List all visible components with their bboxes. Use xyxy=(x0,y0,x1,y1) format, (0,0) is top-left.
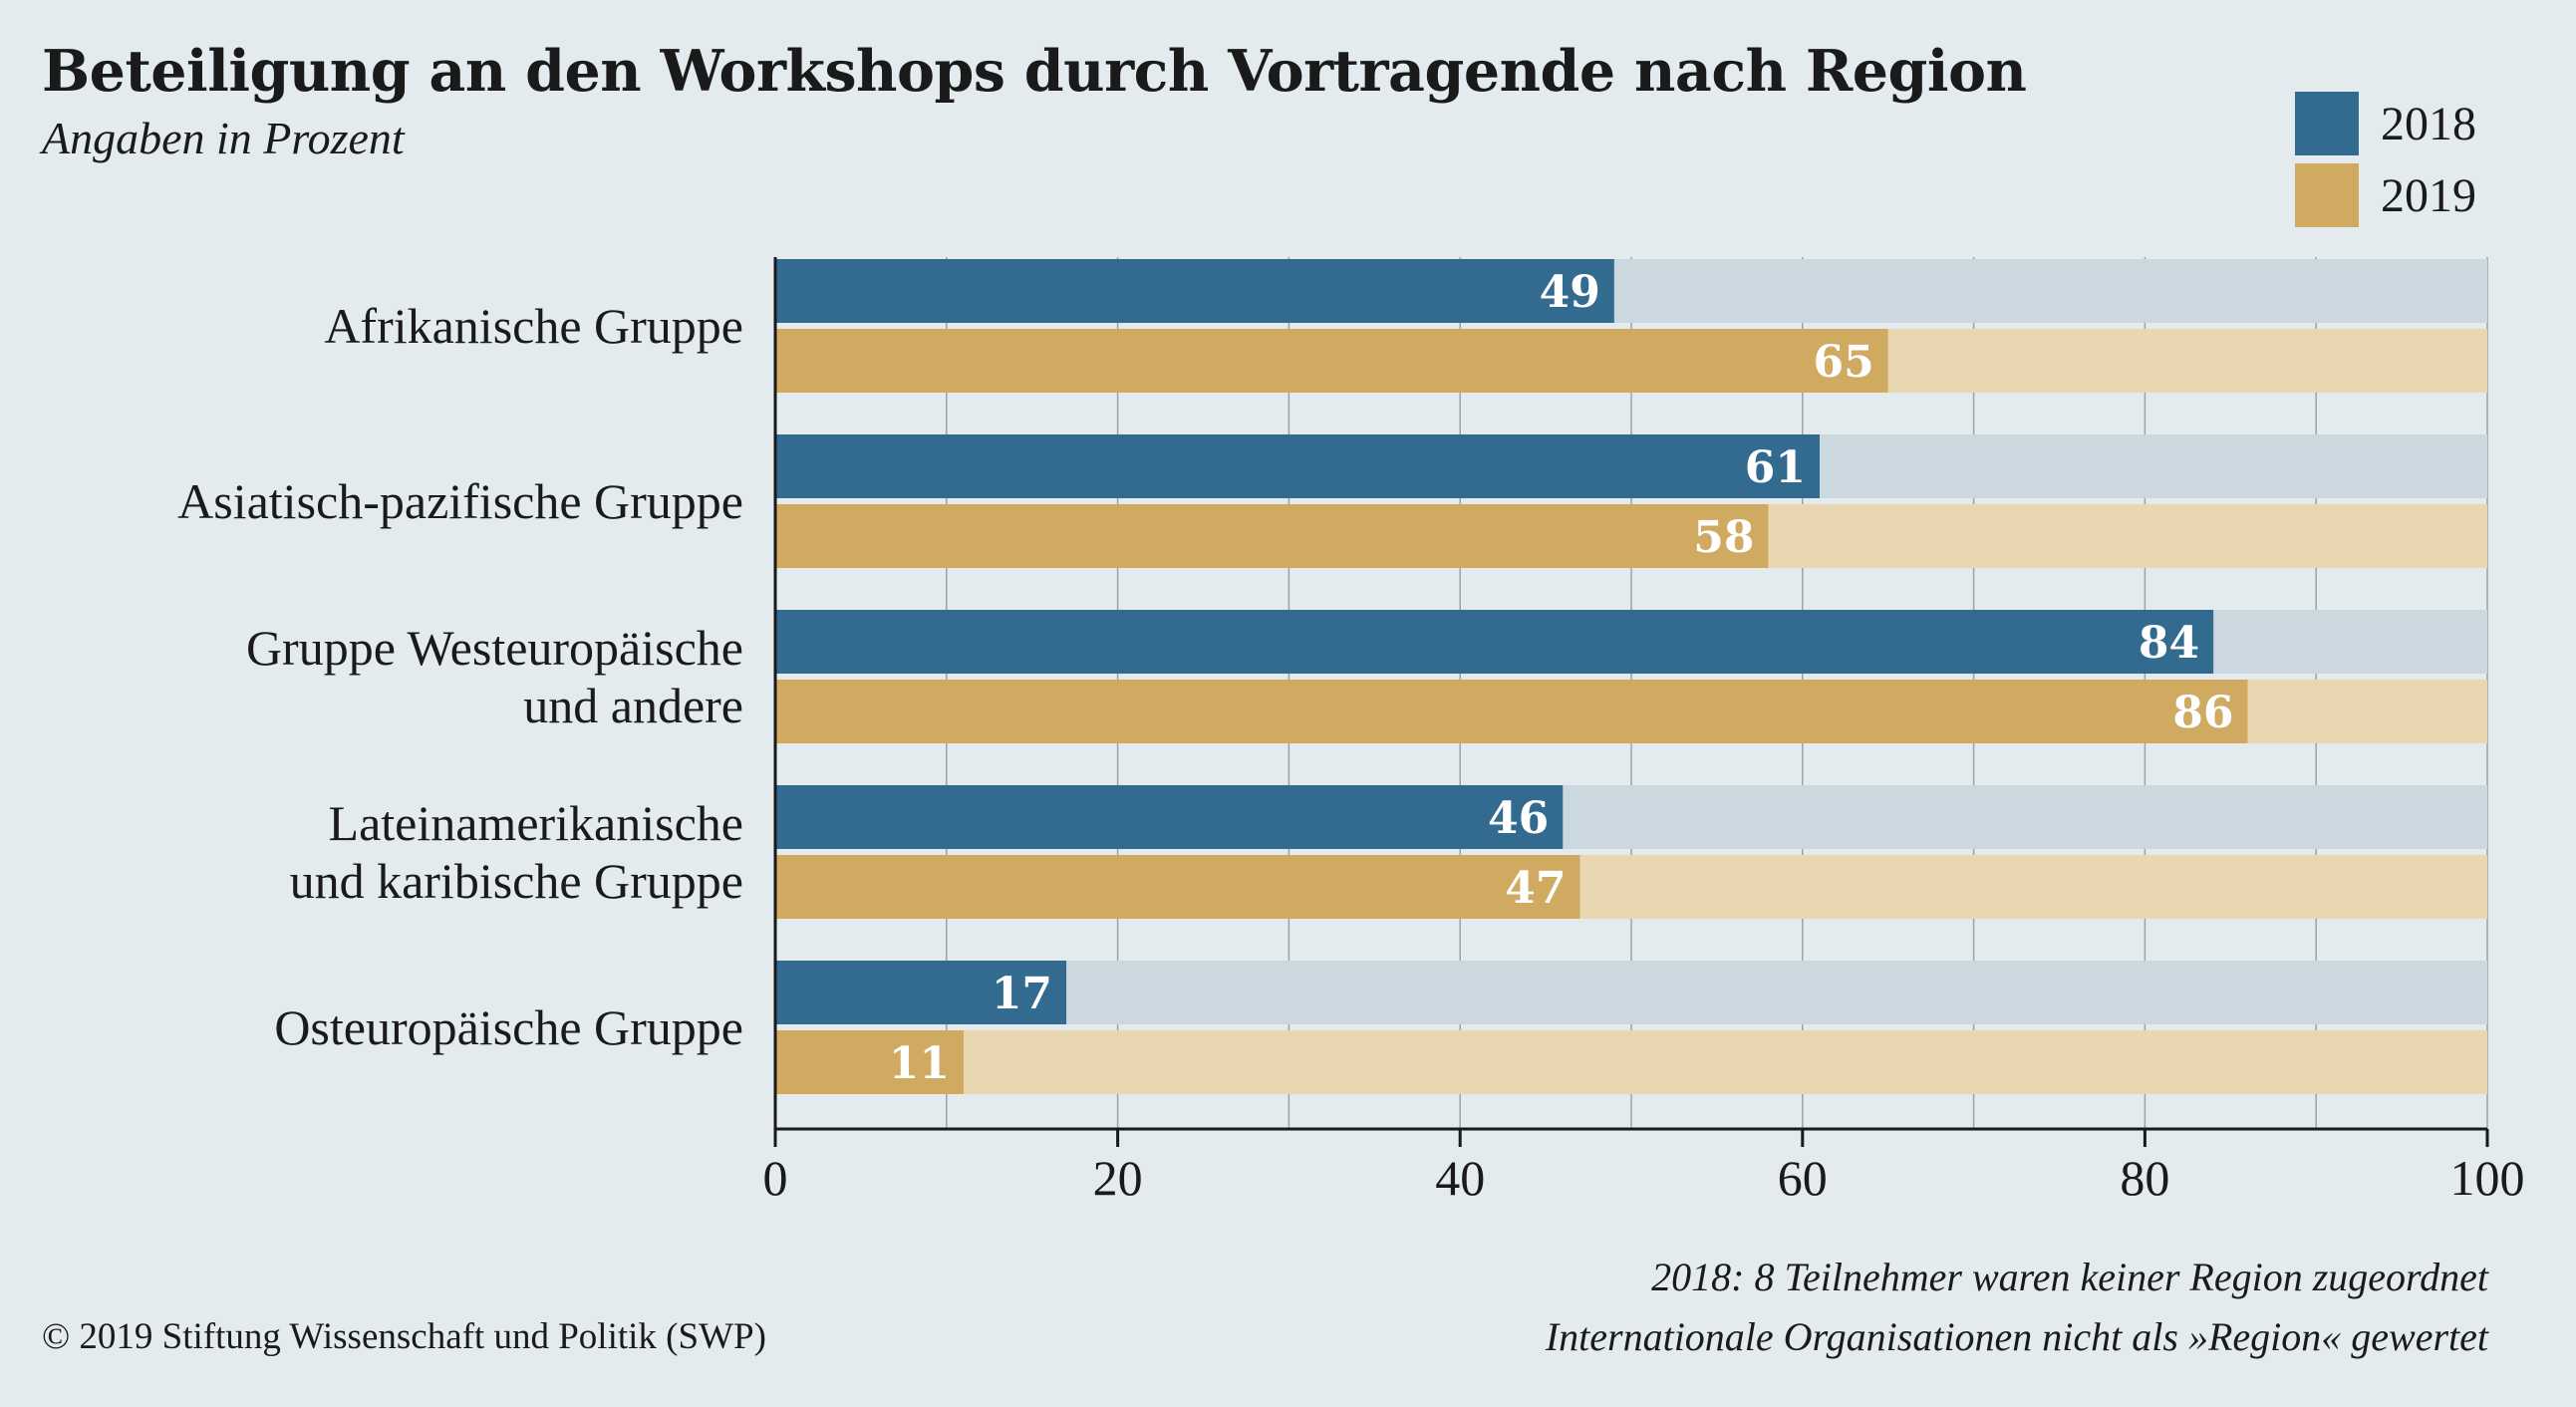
category-label: Asiatisch-pazifische Gruppe xyxy=(177,473,743,529)
bar-2019 xyxy=(775,504,1769,568)
data-label-2018: 46 xyxy=(1488,793,1549,844)
legend-label-2018: 2018 xyxy=(2381,97,2476,150)
chart-subtitle: Angaben in Prozent xyxy=(42,113,405,163)
x-tick-label: 100 xyxy=(2450,1150,2525,1206)
legend-label-2019: 2019 xyxy=(2381,168,2476,222)
x-tick-label: 60 xyxy=(1778,1150,1828,1206)
chart-title: Beteiligung an den Workshops durch Vortr… xyxy=(42,38,2027,105)
x-tick-label: 80 xyxy=(2120,1150,2169,1206)
x-tick-label: 0 xyxy=(763,1150,788,1206)
bar-2018 xyxy=(775,785,1564,849)
bar-2018 xyxy=(775,610,2214,674)
bar-2019 xyxy=(775,329,1888,393)
copyright: © 2019 Stiftung Wissenschaft und Politik… xyxy=(42,1316,766,1357)
data-label-2019: 47 xyxy=(1505,863,1566,914)
footnote-organisations: Internationale Organisationen nicht als … xyxy=(1545,1314,2488,1359)
category-label: Osteuropäische Gruppe xyxy=(274,999,743,1055)
legend-item-2019: 2019 xyxy=(2295,163,2476,227)
footnote-unassigned: 2018: 8 Teilnehmer waren keiner Region z… xyxy=(1651,1255,2488,1299)
data-label-2018: 49 xyxy=(1540,267,1600,318)
bar-2018 xyxy=(775,961,1067,1024)
data-label-2019: 86 xyxy=(2172,688,2233,738)
data-label-2019: 11 xyxy=(889,1038,950,1089)
x-tick-label: 40 xyxy=(1435,1150,1485,1206)
bar-track xyxy=(775,1030,2487,1094)
data-label-2018: 17 xyxy=(992,969,1052,1019)
bar-2019 xyxy=(775,855,1580,919)
data-label-2019: 58 xyxy=(1693,512,1754,563)
legend-item-2018: 2018 xyxy=(2295,92,2476,155)
data-label-2019: 65 xyxy=(1813,337,1873,388)
bar-2018 xyxy=(775,434,1820,498)
category-label: Afrikanische Gruppe xyxy=(324,298,743,354)
bar-2019 xyxy=(775,680,2248,743)
bar-2019 xyxy=(775,1030,964,1094)
legend-swatch-2019 xyxy=(2295,163,2359,227)
x-tick-label: 20 xyxy=(1093,1150,1143,1206)
legend-swatch-2018 xyxy=(2295,92,2359,155)
category-label: Gruppe Westeuropäische xyxy=(246,620,743,676)
category-label: und andere xyxy=(523,678,743,733)
category-label: und karibische Gruppe xyxy=(290,853,743,909)
bar-2018 xyxy=(775,259,1614,323)
category-label: Lateinamerikanische xyxy=(329,795,743,851)
data-label-2018: 84 xyxy=(2139,618,2199,669)
data-label-2018: 61 xyxy=(1745,442,1806,493)
